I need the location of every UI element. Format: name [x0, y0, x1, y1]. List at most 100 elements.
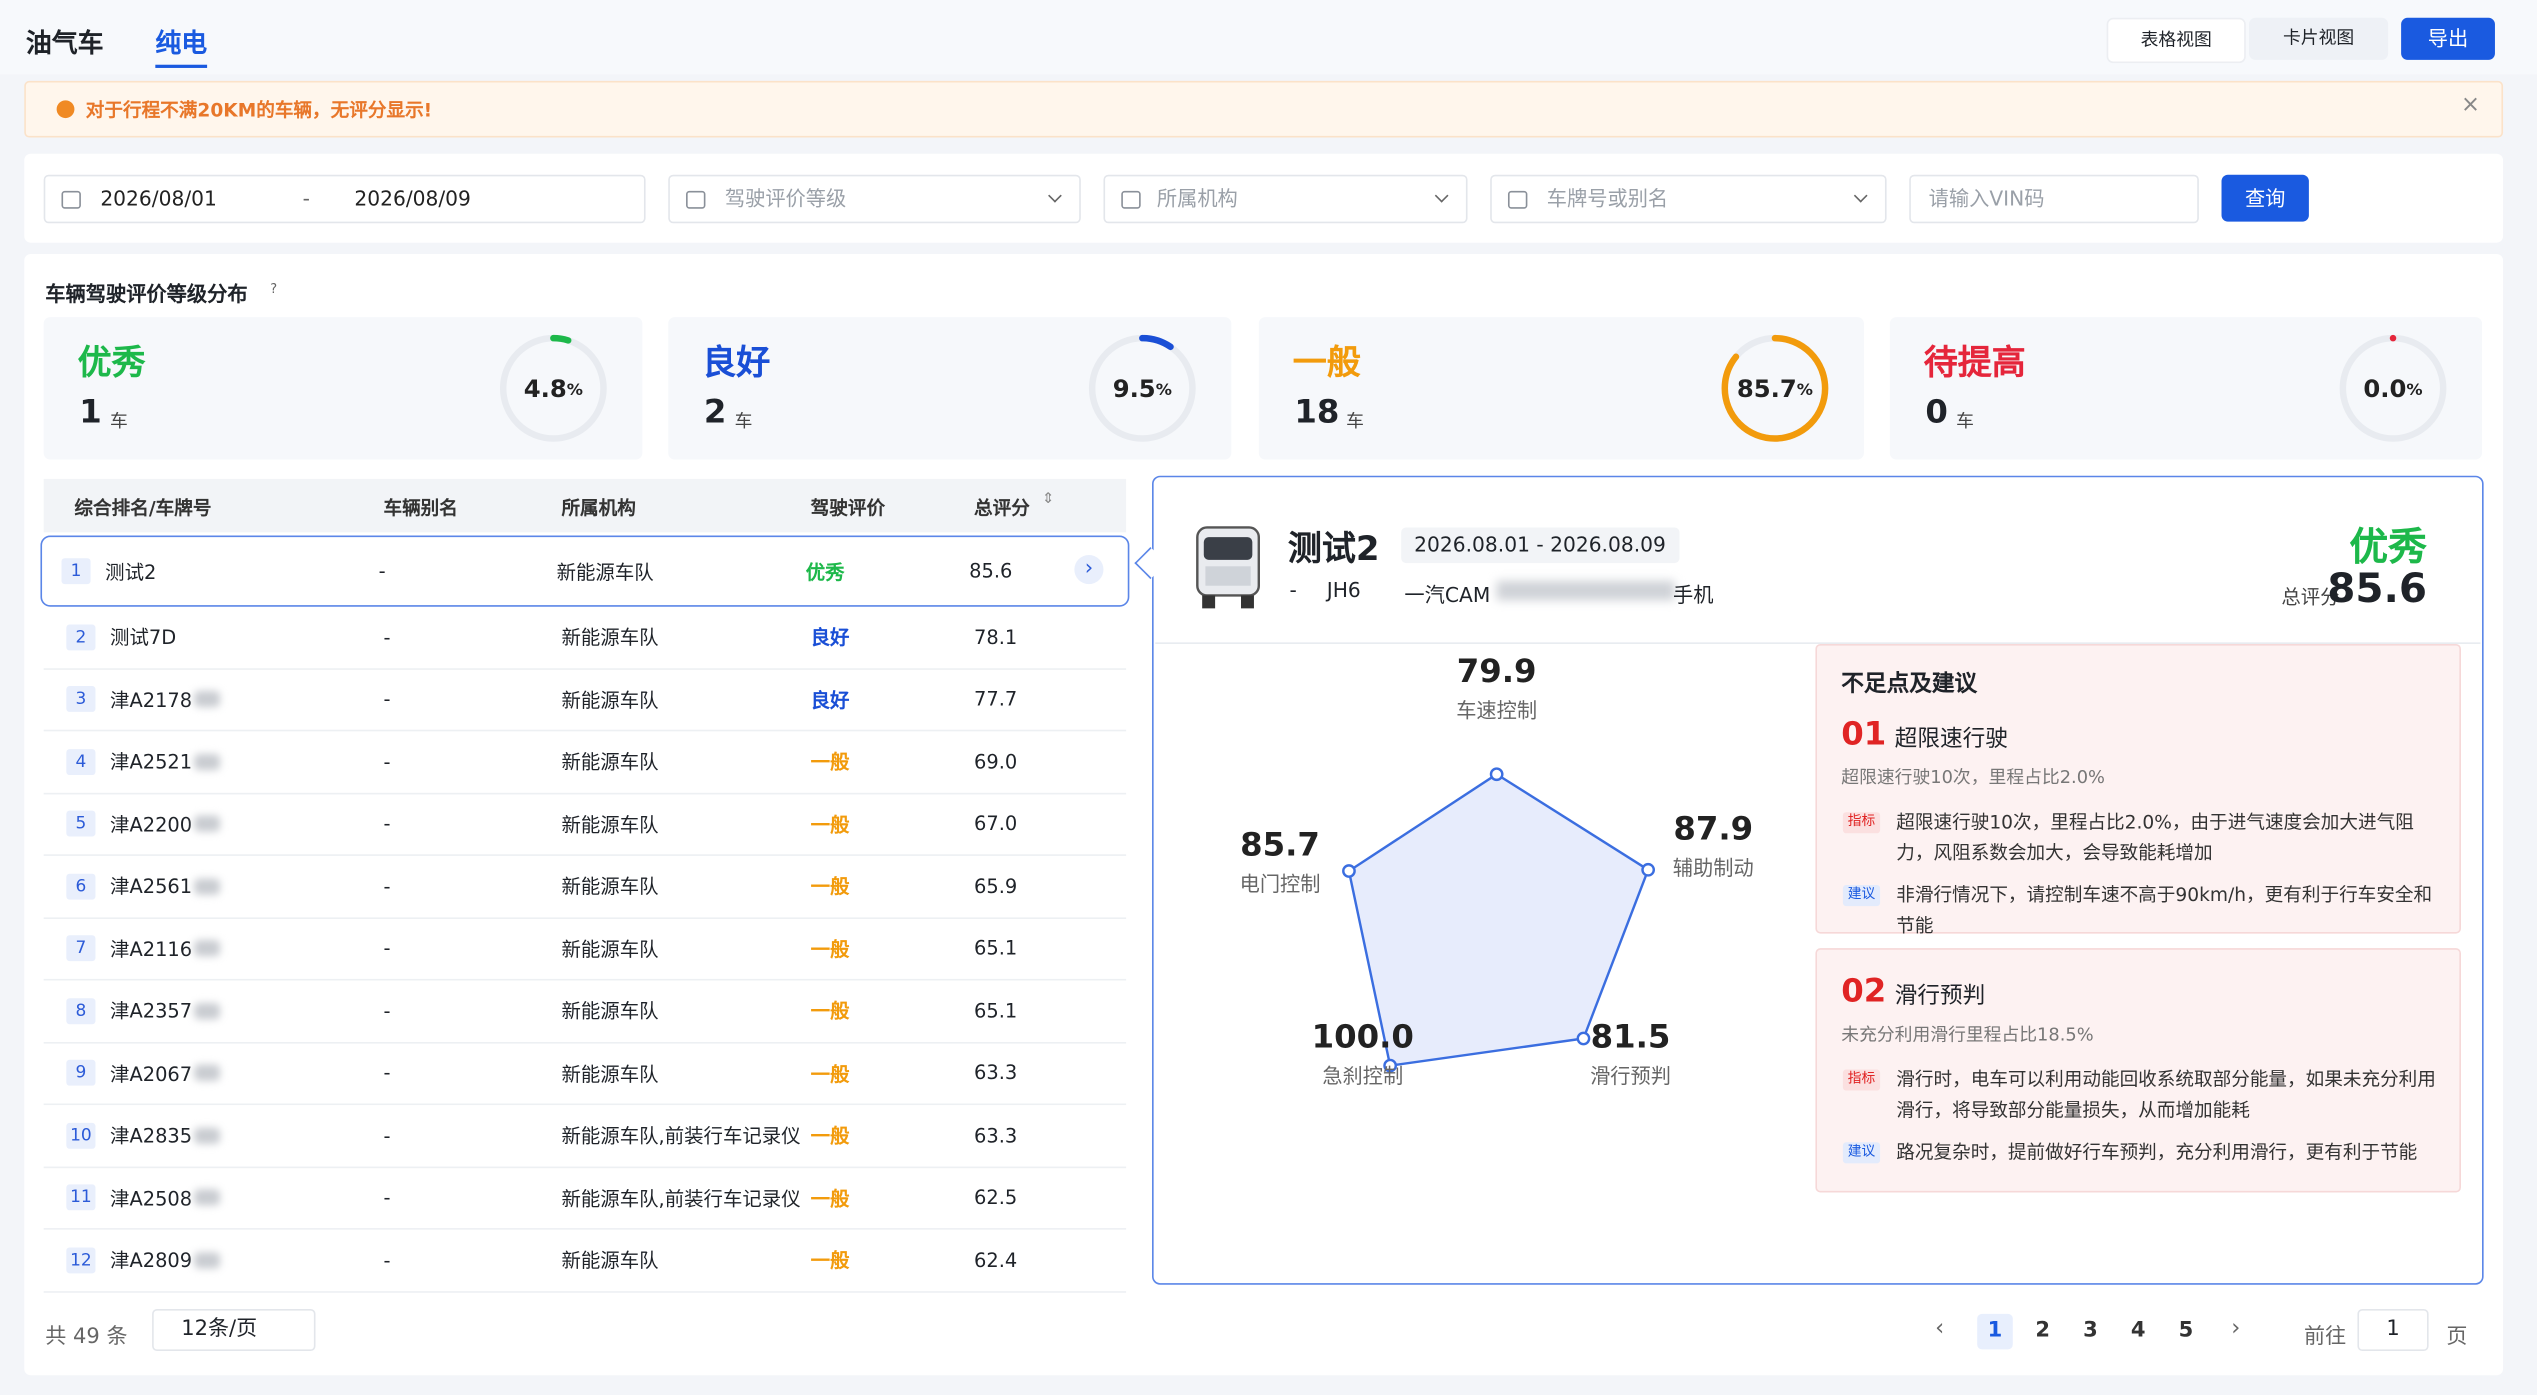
org-cell: 新能源车队 [561, 1249, 659, 1273]
rating-select[interactable]: 驾驶评价等级 [668, 174, 1081, 224]
plate-cell: 11 津A2508 [66, 1167, 220, 1228]
plate: 津A2809 [110, 1249, 193, 1273]
table-row[interactable]: 9 津A2067 - 新能源车队 一般 63.3 [43, 1043, 1127, 1106]
table-view-button[interactable]: 表格视图 [2106, 17, 2246, 64]
calendar-icon [61, 190, 81, 209]
radar-vertex [1342, 864, 1356, 878]
score-cell: 63.3 [974, 1124, 1018, 1147]
plate-select[interactable]: 车牌号或别名 [1490, 174, 1887, 224]
grade-label: 待提高 [1923, 343, 2026, 382]
table-row[interactable]: 12 津A2809 - 新能源车队 一般 62.4 [43, 1230, 1127, 1292]
page-button[interactable]: 2 [2035, 1318, 2051, 1343]
help-icon[interactable]: ? [270, 281, 278, 297]
date-range[interactable]: 2026/08/01 - 2026/08/09 [43, 174, 646, 224]
ring-arc [1088, 334, 1196, 442]
query-button[interactable]: 查询 [2221, 174, 2309, 222]
suggestion-title: 滑行预判 [1894, 983, 1986, 1010]
ring-label: 4.8% [524, 374, 583, 403]
table-row[interactable]: 2 测试7D - 新能源车队 良好 78.1 [43, 607, 1127, 670]
percent: 0.0 [2363, 374, 2406, 403]
suggestion-title: 超限速行驶 [1894, 726, 2008, 753]
org-cell: 新能源车队 [561, 875, 659, 899]
grade-unit: 车 [110, 410, 128, 433]
row-arrow[interactable]: › [1074, 554, 1104, 585]
page-button[interactable]: 1 [1977, 1313, 2013, 1350]
plate-cell: 10 津A2835 [66, 1105, 220, 1166]
ring: 85.7% [1721, 334, 1829, 442]
rank-badge: 7 [66, 935, 96, 962]
ring-label: 0.0% [2363, 374, 2422, 403]
plate: 津A2067 [110, 1062, 193, 1086]
table-row[interactable]: 5 津A2200 - 新能源车队 一般 67.0 [43, 794, 1127, 856]
goto-input[interactable]: 1 [2357, 1308, 2429, 1352]
export-button[interactable]: 导出 [2401, 17, 2495, 60]
page-button[interactable]: 3 [2083, 1318, 2098, 1343]
close-button[interactable]: × [2460, 92, 2480, 119]
grade-unit: 车 [734, 410, 753, 433]
card-view-button[interactable]: 卡片视图 [2249, 17, 2389, 60]
table-row[interactable]: 10 津A2835 - 新能源车队,前装行车记录仪 一般 63.3 [43, 1105, 1127, 1168]
percent-unit: % [1156, 379, 1172, 398]
column-header: 总评分 [974, 496, 1030, 520]
rank-badge: 9 [66, 1060, 96, 1087]
page-button[interactable]: 4 [2130, 1318, 2146, 1343]
org-end: 手机 [1673, 582, 1714, 607]
rating-cell: 一般 [810, 813, 850, 837]
warning-icon [56, 100, 75, 119]
alias-cell: - [383, 1124, 391, 1147]
vin-input[interactable]: 请输入VIN码 [1909, 174, 2199, 224]
truck-icon [1196, 526, 1261, 609]
plate-cell: 2 测试7D [66, 607, 176, 668]
plate: 津A2178 [110, 688, 193, 712]
chevron [1048, 188, 1062, 203]
rank-badge: 11 [66, 1184, 96, 1211]
radar-axis-name: 电门控制 [1240, 872, 1321, 896]
plate: 津A2835 [110, 1124, 193, 1148]
table-row-selected[interactable]: 1 测试2 - 新能源车队 优秀 85.6 › [40, 535, 1130, 607]
plate: 测试7D [110, 626, 177, 650]
rating-cell: 一般 [810, 1187, 850, 1210]
plate-cell: 4 津A2521 [66, 731, 220, 792]
plate: 津A2357 [110, 1000, 193, 1023]
column-header: 驾驶评价 [810, 496, 886, 520]
table-row[interactable]: 4 津A2521 - 新能源车队 一般 69.0 [43, 731, 1127, 794]
rank-badge: 2 [66, 624, 96, 651]
chevron [1853, 188, 1868, 203]
redacted [193, 1251, 220, 1269]
table-row[interactable]: 7 津A2116 - 新能源车队 一般 65.1 [43, 918, 1127, 981]
table-row[interactable]: 3 津A2178 - 新能源车队 良好 77.7 [43, 669, 1127, 732]
icon [1121, 190, 1141, 209]
alias-cell: - [383, 750, 391, 773]
advice-tag: 建议 [1842, 885, 1881, 907]
label: 卡片视图 [2282, 27, 2355, 49]
ring-arc [499, 334, 607, 442]
table-row[interactable]: 8 津A2357 - 新能源车队 一般 65.1 [43, 981, 1127, 1043]
redacted [193, 940, 220, 957]
alias: - [1289, 577, 1297, 602]
prev-page[interactable]: ‹ [1935, 1315, 1945, 1342]
org-select[interactable]: 所属机构 [1103, 174, 1468, 224]
ring: 9.5% [1088, 334, 1196, 442]
radar-value: 100.0 [1312, 1018, 1414, 1056]
org-cell: 新能源车队,前装行车记录仪 [561, 1124, 801, 1148]
page-button[interactable]: 5 [2178, 1318, 2194, 1343]
table-row[interactable]: 6 津A2561 - 新能源车队 一般 65.9 [43, 856, 1127, 919]
page-size-select[interactable]: 12条/页 [152, 1308, 316, 1352]
plate: 津A2200 [110, 813, 193, 837]
redacted [193, 1127, 220, 1144]
next-page[interactable]: › [2231, 1315, 2241, 1342]
plate-cell: 8 津A2357 [66, 981, 220, 1042]
radar-vertex [1489, 767, 1504, 782]
date-start: 2026/08/01 [100, 186, 217, 211]
table-row[interactable]: 11 津A2508 - 新能源车队,前装行车记录仪 一般 62.5 [43, 1167, 1127, 1230]
alias-cell: - [383, 1061, 391, 1085]
sort-icon[interactable]: ⇕ [1041, 491, 1055, 509]
plate: 津A2521 [110, 751, 193, 774]
ring-arc [2339, 334, 2447, 442]
tab[interactable]: 油气车 [25, 27, 104, 59]
org-cell: 新能源车队 [561, 626, 659, 650]
score-cell: 62.4 [974, 1248, 1018, 1272]
tab-active[interactable]: 纯电 [155, 21, 208, 68]
percent-unit: % [2406, 379, 2422, 398]
